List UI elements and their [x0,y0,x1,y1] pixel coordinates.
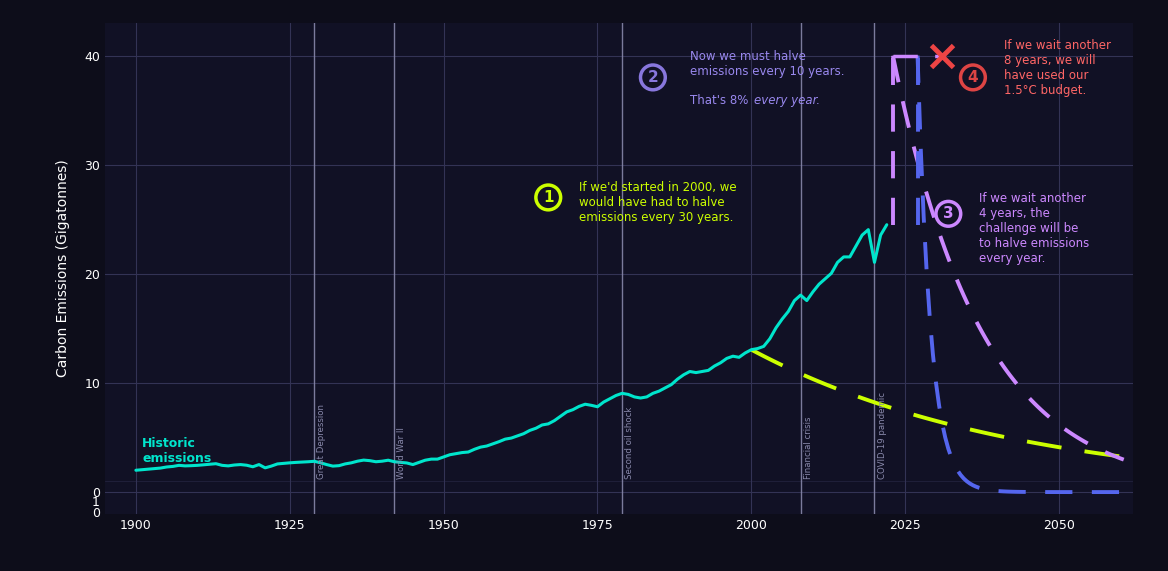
Text: 3: 3 [943,206,953,222]
Text: every year.: every year. [755,94,821,107]
Text: Historic
emissions: Historic emissions [142,437,211,465]
Y-axis label: Carbon Emissions (Gigatonnes): Carbon Emissions (Gigatonnes) [56,159,70,377]
Text: Second oil shock: Second oil shock [625,407,634,479]
Text: That's 8%: That's 8% [690,94,752,107]
Text: Great Depression: Great Depression [318,404,327,479]
Text: If we wait another
4 years, the
challenge will be
to halve emissions
every year.: If we wait another 4 years, the challeng… [979,192,1090,265]
Text: 4: 4 [967,70,979,85]
Text: If we'd started in 2000, we
would have had to halve
emissions every 30 years.: If we'd started in 2000, we would have h… [579,181,737,224]
Text: 2: 2 [647,70,659,85]
Text: 0: 0 [92,508,100,520]
Text: 1: 1 [92,497,100,509]
Text: Financial crisis: Financial crisis [804,416,813,479]
Text: If we wait another
8 years, we will
have used our
1.5°C budget.: If we wait another 8 years, we will have… [1003,39,1111,97]
Text: 1: 1 [543,190,554,205]
Text: Now we must halve
emissions every 10 years.: Now we must halve emissions every 10 yea… [690,50,844,78]
Text: COVID-19 pandemic: COVID-19 pandemic [877,392,887,479]
Text: World War II: World War II [397,427,406,479]
